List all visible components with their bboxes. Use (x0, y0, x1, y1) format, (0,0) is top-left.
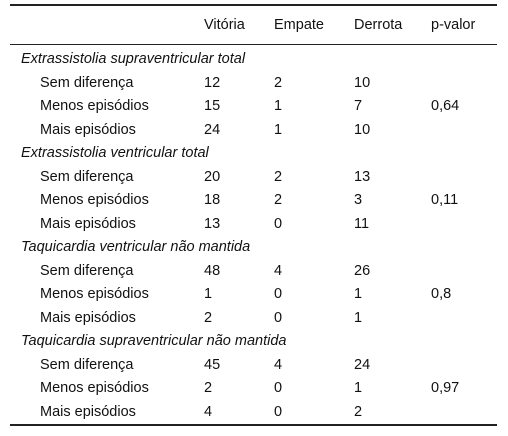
cell-vitoria: 18 (204, 192, 221, 208)
cell-derrota: 2 (354, 403, 363, 420)
cell-pvalor: 0,64 (431, 98, 460, 114)
group-title: Extrassistolia supraventricular total (21, 51, 246, 67)
table-row: Menos episódios 1 0 1 0,8 (10, 283, 497, 307)
row-label: Mais episódios (40, 121, 136, 138)
row-label: Sem diferença (40, 74, 134, 91)
group-title: Taquicardia supraventricular não mantida (21, 333, 287, 349)
cell-empate: 0 (274, 286, 283, 302)
cell-vitoria: 4 (204, 403, 213, 420)
cell-vitoria: 24 (204, 121, 221, 138)
cell-pvalor: 0,11 (431, 192, 459, 208)
cell-derrota: 1 (354, 380, 363, 396)
group-title: Extrassistolia ventricular total (21, 145, 209, 161)
group-title-row: Extrassistolia supraventricular total (10, 48, 497, 72)
table-row: Sem diferença 48 4 26 (10, 260, 497, 284)
table-row: Menos episódios 18 2 3 0,11 (10, 189, 497, 213)
cell-vitoria: 13 (204, 215, 221, 232)
cell-vitoria: 48 (204, 262, 221, 279)
table-row: Sem diferença 20 2 13 (10, 166, 497, 190)
row-label: Mais episódios (40, 215, 136, 232)
cell-derrota: 26 (354, 262, 371, 279)
row-label: Menos episódios (40, 286, 149, 302)
cell-pvalor: 0,97 (431, 380, 460, 396)
row-label: Mais episódios (40, 309, 136, 326)
row-label: Menos episódios (40, 192, 149, 208)
cell-pvalor: 0,8 (431, 286, 452, 302)
group-title-row: Taquicardia ventricular não mantida (10, 236, 497, 260)
row-label: Sem diferença (40, 262, 134, 279)
row-label: Sem diferença (40, 168, 134, 185)
cell-derrota: 1 (354, 286, 363, 302)
cell-empate: 4 (274, 356, 283, 373)
cell-empate: 2 (274, 192, 283, 208)
cell-empate: 1 (274, 98, 283, 114)
row-label: Mais episódios (40, 403, 136, 420)
table-row: Sem diferença 45 4 24 (10, 354, 497, 378)
cell-vitoria: 2 (204, 380, 213, 396)
cell-empate: 2 (274, 168, 283, 185)
cell-vitoria: 2 (204, 309, 213, 326)
cell-derrota: 10 (354, 121, 371, 138)
cell-derrota: 11 (354, 215, 370, 232)
cell-derrota: 3 (354, 192, 363, 208)
table-row: Mais episódios 2 0 1 (10, 307, 497, 331)
cell-vitoria: 45 (204, 356, 221, 373)
table-row: Sem diferença 12 2 10 (10, 72, 497, 96)
table-row: Mais episódios 4 0 2 (10, 401, 497, 425)
table-row: Mais episódios 13 0 11 (10, 213, 497, 237)
table-header-row: Vitória Empate Derrota p-valor (10, 6, 497, 44)
row-label: Sem diferença (40, 356, 134, 373)
group-title-row: Extrassistolia ventricular total (10, 142, 497, 166)
header-vitoria: Vitória (204, 17, 245, 33)
header-empate: Empate (274, 17, 324, 33)
cell-derrota: 24 (354, 356, 371, 373)
cell-empate: 4 (274, 262, 283, 279)
row-label: Menos episódios (40, 380, 149, 396)
cell-vitoria: 15 (204, 98, 221, 114)
table-row: Menos episódios 2 0 1 0,97 (10, 377, 497, 401)
cell-vitoria: 20 (204, 168, 221, 185)
table-top-rule (10, 4, 497, 6)
table-row: Menos episódios 15 1 7 0,64 (10, 95, 497, 119)
header-derrota: Derrota (354, 17, 403, 33)
group-title-row: Taquicardia supraventricular não mantida (10, 330, 497, 354)
table-bottom-rule (10, 424, 497, 426)
cell-empate: 1 (274, 121, 283, 138)
cell-derrota: 7 (354, 98, 363, 114)
cell-derrota: 13 (354, 168, 371, 185)
cell-empate: 0 (274, 309, 283, 326)
cell-empate: 0 (274, 380, 283, 396)
cell-derrota: 10 (354, 74, 371, 91)
cell-empate: 0 (274, 403, 283, 420)
table-row: Mais episódios 24 1 10 (10, 119, 497, 143)
row-label: Menos episódios (40, 98, 149, 114)
cell-empate: 2 (274, 74, 283, 91)
results-table: Vitória Empate Derrota p-valor Extrassis… (10, 4, 497, 426)
cell-vitoria: 1 (204, 286, 213, 302)
cell-vitoria: 12 (204, 74, 221, 91)
group-title: Taquicardia ventricular não mantida (21, 239, 251, 255)
header-pvalor: p-valor (431, 17, 476, 33)
table-body: Extrassistolia supraventricular total Sem… (10, 48, 497, 424)
cell-derrota: 1 (354, 309, 363, 326)
cell-empate: 0 (274, 215, 283, 232)
header-rule (10, 44, 497, 45)
